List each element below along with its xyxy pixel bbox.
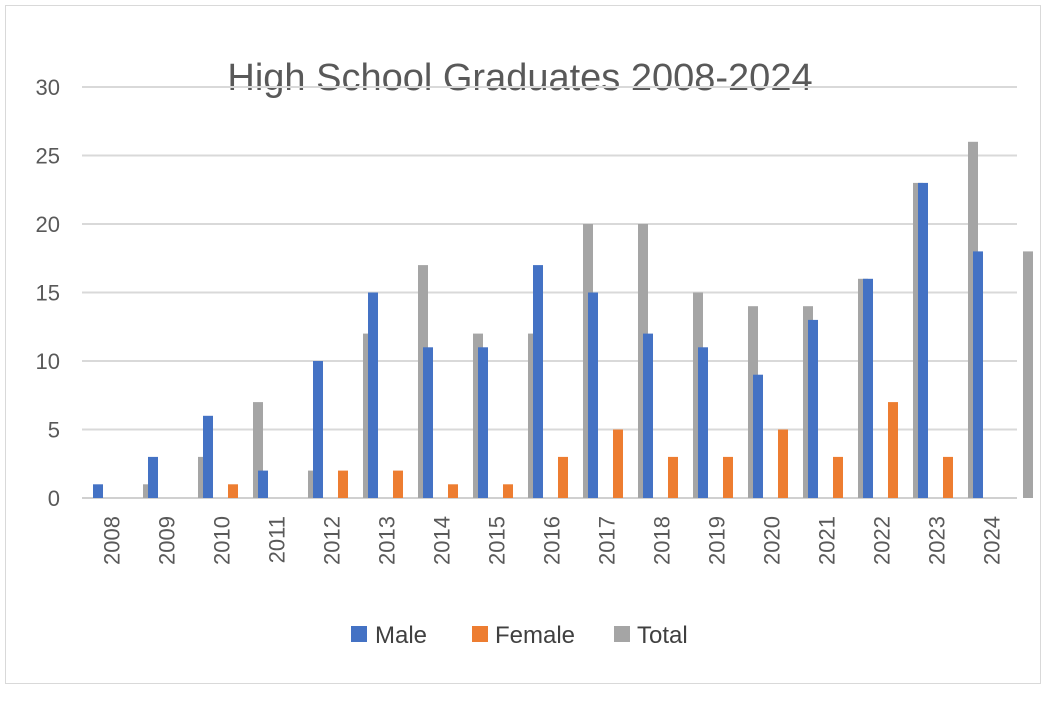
gridlines <box>82 86 1017 499</box>
bar-male-2017 <box>588 292 598 498</box>
x-tick-label: 2016 <box>540 516 565 565</box>
bar-female-2014 <box>448 484 458 498</box>
bar-female-2020 <box>778 429 788 498</box>
legend-swatch-male <box>351 626 367 642</box>
x-tick-label: 2013 <box>375 516 400 565</box>
bar-total-2010 <box>253 402 263 498</box>
y-tick-label: 10 <box>36 349 60 374</box>
y-tick-label: 0 <box>48 486 60 511</box>
x-axis-ticks: 2008 2009 2010 2011 2012 2013 2014 2015 2016 2017… <box>100 516 1005 565</box>
y-axis-ticks: 0 5 10 15 20 25 30 <box>36 75 60 511</box>
bar-female-2017 <box>613 429 623 498</box>
x-tick-label: 2020 <box>760 516 785 565</box>
legend: Male Female Total <box>351 622 688 649</box>
x-tick-label: 2008 <box>100 516 125 565</box>
y-tick-label: 5 <box>48 418 60 443</box>
bar-male-2010 <box>203 415 213 498</box>
x-tick-label: 2021 <box>815 516 840 565</box>
legend-label-male: Male <box>375 622 427 649</box>
legend-label-female: Female <box>495 622 575 649</box>
legend-label-total: Total <box>637 622 688 649</box>
bar-female-2023 <box>943 456 953 498</box>
bar-female-2018 <box>668 456 678 498</box>
bar-male-2011 <box>258 470 268 498</box>
bar-male-2018 <box>643 333 653 498</box>
bar-female-2022 <box>888 402 898 498</box>
bar-male-2019 <box>698 347 708 498</box>
legend-swatch-total <box>614 626 630 642</box>
bar-total-2024 <box>1023 251 1033 498</box>
bar-male-2008 <box>93 484 103 498</box>
y-tick-label: 30 <box>36 75 60 100</box>
x-tick-label: 2012 <box>320 516 345 565</box>
bar-male-2020 <box>753 374 763 498</box>
x-tick-label: 2015 <box>485 516 510 565</box>
x-tick-label: 2024 <box>980 516 1005 565</box>
bars <box>93 141 1033 499</box>
bar-female-2015 <box>503 484 513 498</box>
x-tick-label: 2017 <box>595 516 620 565</box>
bar-male-2023 <box>918 182 928 498</box>
bar-female-2019 <box>723 456 733 498</box>
bar-male-2014 <box>423 347 433 498</box>
bar-female-2010 <box>228 484 238 498</box>
y-tick-label: 20 <box>36 212 60 237</box>
bar-female-2012 <box>338 470 348 498</box>
x-tick-label: 2014 <box>430 516 455 565</box>
chart-title: High School Graduates 2008-2024 <box>227 57 812 99</box>
bar-female-2021 <box>833 456 843 498</box>
bar-male-2015 <box>478 347 488 498</box>
y-tick-label: 15 <box>36 281 60 306</box>
bar-male-2009 <box>148 456 158 498</box>
x-tick-label: 2011 <box>265 516 290 563</box>
bar-female-2013 <box>393 470 403 498</box>
x-tick-label: 2009 <box>155 516 180 565</box>
y-tick-label: 25 <box>36 144 60 169</box>
bar-male-2012 <box>313 361 323 498</box>
x-tick-label: 2019 <box>705 516 730 565</box>
bar-male-2024 <box>973 251 983 498</box>
legend-swatch-female <box>472 626 488 642</box>
x-tick-label: 2010 <box>210 516 235 565</box>
bar-male-2021 <box>808 319 818 498</box>
bar-male-2022 <box>863 278 873 498</box>
x-tick-label: 2022 <box>870 516 895 565</box>
x-tick-label: 2018 <box>650 516 675 565</box>
x-tick-label: 2023 <box>925 516 950 565</box>
bar-male-2016 <box>533 265 543 498</box>
bar-male-2013 <box>368 292 378 498</box>
bar-female-2016 <box>558 456 568 498</box>
